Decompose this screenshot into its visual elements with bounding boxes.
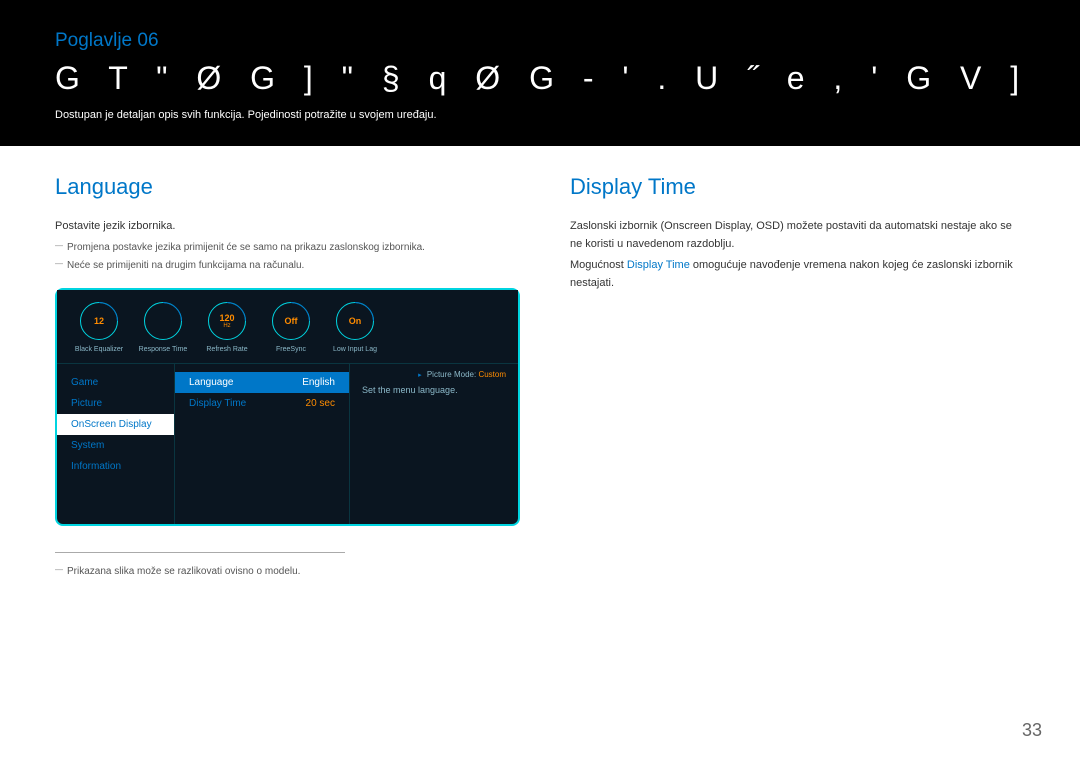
osd-menu-column: GamePictureOnScreen DisplaySystemInforma… (57, 364, 175, 524)
picture-mode-value: Custom (478, 370, 506, 379)
divider (55, 552, 345, 553)
right-column: Display Time Zaslonski izbornik (Onscree… (570, 174, 1025, 577)
language-intro: Postavite jezik izbornika. (55, 218, 520, 236)
osd-setting-row: LanguageEnglish (175, 372, 349, 393)
osd-dial: OffFreeSync (263, 302, 319, 353)
page-number: 33 (1022, 720, 1042, 741)
language-note-1: Promjena postavke jezika primijenit će s… (55, 240, 520, 256)
osd-dial: Response Time (135, 302, 191, 353)
model-footnote: Prikazana slika može se razlikovati ovis… (55, 565, 520, 577)
osd-menu-item: Information (57, 456, 174, 477)
osd-dial: OnLow Input Lag (327, 302, 383, 353)
display-time-highlight: Display Time (627, 259, 690, 271)
header-subtitle: Dostupan je detaljan opis svih funkcija.… (55, 109, 1025, 121)
language-note-2: Neće se primijeniti na drugim funkcijama… (55, 258, 520, 274)
osd-settings-column: LanguageEnglishDisplay Time20 sec (175, 364, 350, 524)
osd-menu-item: Game (57, 372, 174, 393)
chapter-label: Poglavlje 06 (55, 30, 1025, 52)
page-title: G T " Ø G ] " § q Ø G - ' . U ˝ e , ' G … (55, 60, 1025, 97)
osd-screenshot: 12Black EqualizerResponse Time120HzRefre… (55, 288, 520, 526)
osd-dials-row: 12Black EqualizerResponse Time120HzRefre… (57, 290, 518, 364)
osd-description-text: Set the menu language. (362, 385, 506, 395)
osd-menu-item: System (57, 435, 174, 456)
osd-dial: 120HzRefresh Rate (199, 302, 255, 353)
picture-mode-label: Picture Mode: (427, 370, 476, 379)
language-heading: Language (55, 174, 520, 200)
osd-dial: 12Black Equalizer (71, 302, 127, 353)
osd-description-column: Picture Mode: Custom Set the menu langua… (350, 364, 518, 524)
osd-setting-row: Display Time20 sec (175, 393, 349, 414)
osd-picture-mode: Picture Mode: Custom (362, 370, 506, 379)
display-time-heading: Display Time (570, 174, 1025, 200)
osd-menu-item: Picture (57, 393, 174, 414)
osd-menu-item: OnScreen Display (57, 414, 174, 435)
display-time-p2: Mogućnost Display Time omogućuje navođen… (570, 257, 1025, 292)
header-banner: Poglavlje 06 G T " Ø G ] " § q Ø G - ' .… (0, 0, 1080, 146)
left-column: Language Postavite jezik izbornika. Prom… (55, 174, 520, 577)
display-time-p1: Zaslonski izbornik (Onscreen Display, OS… (570, 218, 1025, 253)
